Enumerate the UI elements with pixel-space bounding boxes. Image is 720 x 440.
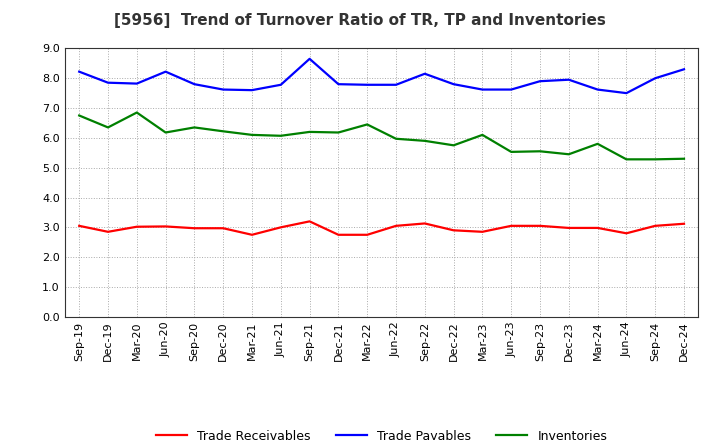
Inventories [248,132,256,138]
Trade Receivables [651,223,660,228]
Trade Payables [190,81,199,87]
Trade Payables [564,77,573,82]
Trade Payables [478,87,487,92]
Trade Receivables [449,227,458,233]
Trade Payables [392,82,400,88]
Inventories [392,136,400,141]
Trade Receivables [363,232,372,238]
Trade Payables [276,82,285,88]
Inventories [536,149,544,154]
Trade Receivables [104,229,112,235]
Trade Payables [75,69,84,74]
Trade Payables [219,87,228,92]
Inventories [190,125,199,130]
Trade Payables [449,81,458,87]
Line: Inventories: Inventories [79,113,684,159]
Trade Receivables [680,221,688,227]
Trade Receivables [564,225,573,231]
Trade Payables [305,56,314,62]
Trade Receivables [622,231,631,236]
Legend: Trade Receivables, Trade Payables, Inventories: Trade Receivables, Trade Payables, Inven… [151,425,612,440]
Line: Trade Receivables: Trade Receivables [79,221,684,235]
Trade Payables [651,76,660,81]
Trade Receivables [420,221,429,226]
Inventories [276,133,285,139]
Inventories [478,132,487,138]
Inventories [507,149,516,154]
Trade Payables [161,69,170,74]
Inventories [305,129,314,135]
Inventories [680,156,688,161]
Trade Receivables [75,223,84,228]
Trade Payables [507,87,516,92]
Trade Payables [132,81,141,86]
Trade Payables [363,82,372,88]
Inventories [132,110,141,115]
Trade Receivables [132,224,141,229]
Trade Payables [420,71,429,77]
Trade Receivables [276,225,285,230]
Trade Payables [622,91,631,96]
Trade Receivables [536,223,544,228]
Trade Payables [248,88,256,93]
Inventories [420,138,429,143]
Inventories [104,125,112,130]
Trade Receivables [305,219,314,224]
Trade Receivables [219,226,228,231]
Inventories [651,157,660,162]
Inventories [219,128,228,134]
Trade Payables [334,81,343,87]
Text: [5956]  Trend of Turnover Ratio of TR, TP and Inventories: [5956] Trend of Turnover Ratio of TR, TP… [114,13,606,28]
Trade Receivables [593,225,602,231]
Inventories [75,113,84,118]
Inventories [161,130,170,135]
Inventories [334,130,343,135]
Trade Receivables [507,223,516,228]
Trade Receivables [392,223,400,228]
Inventories [449,143,458,148]
Trade Receivables [248,232,256,238]
Trade Receivables [161,224,170,229]
Trade Receivables [190,226,199,231]
Line: Trade Payables: Trade Payables [79,59,684,93]
Trade Receivables [478,229,487,235]
Trade Payables [680,66,688,72]
Inventories [622,157,631,162]
Trade Payables [593,87,602,92]
Trade Payables [104,80,112,85]
Inventories [363,122,372,127]
Trade Payables [536,79,544,84]
Trade Receivables [334,232,343,238]
Inventories [593,141,602,147]
Inventories [564,152,573,157]
